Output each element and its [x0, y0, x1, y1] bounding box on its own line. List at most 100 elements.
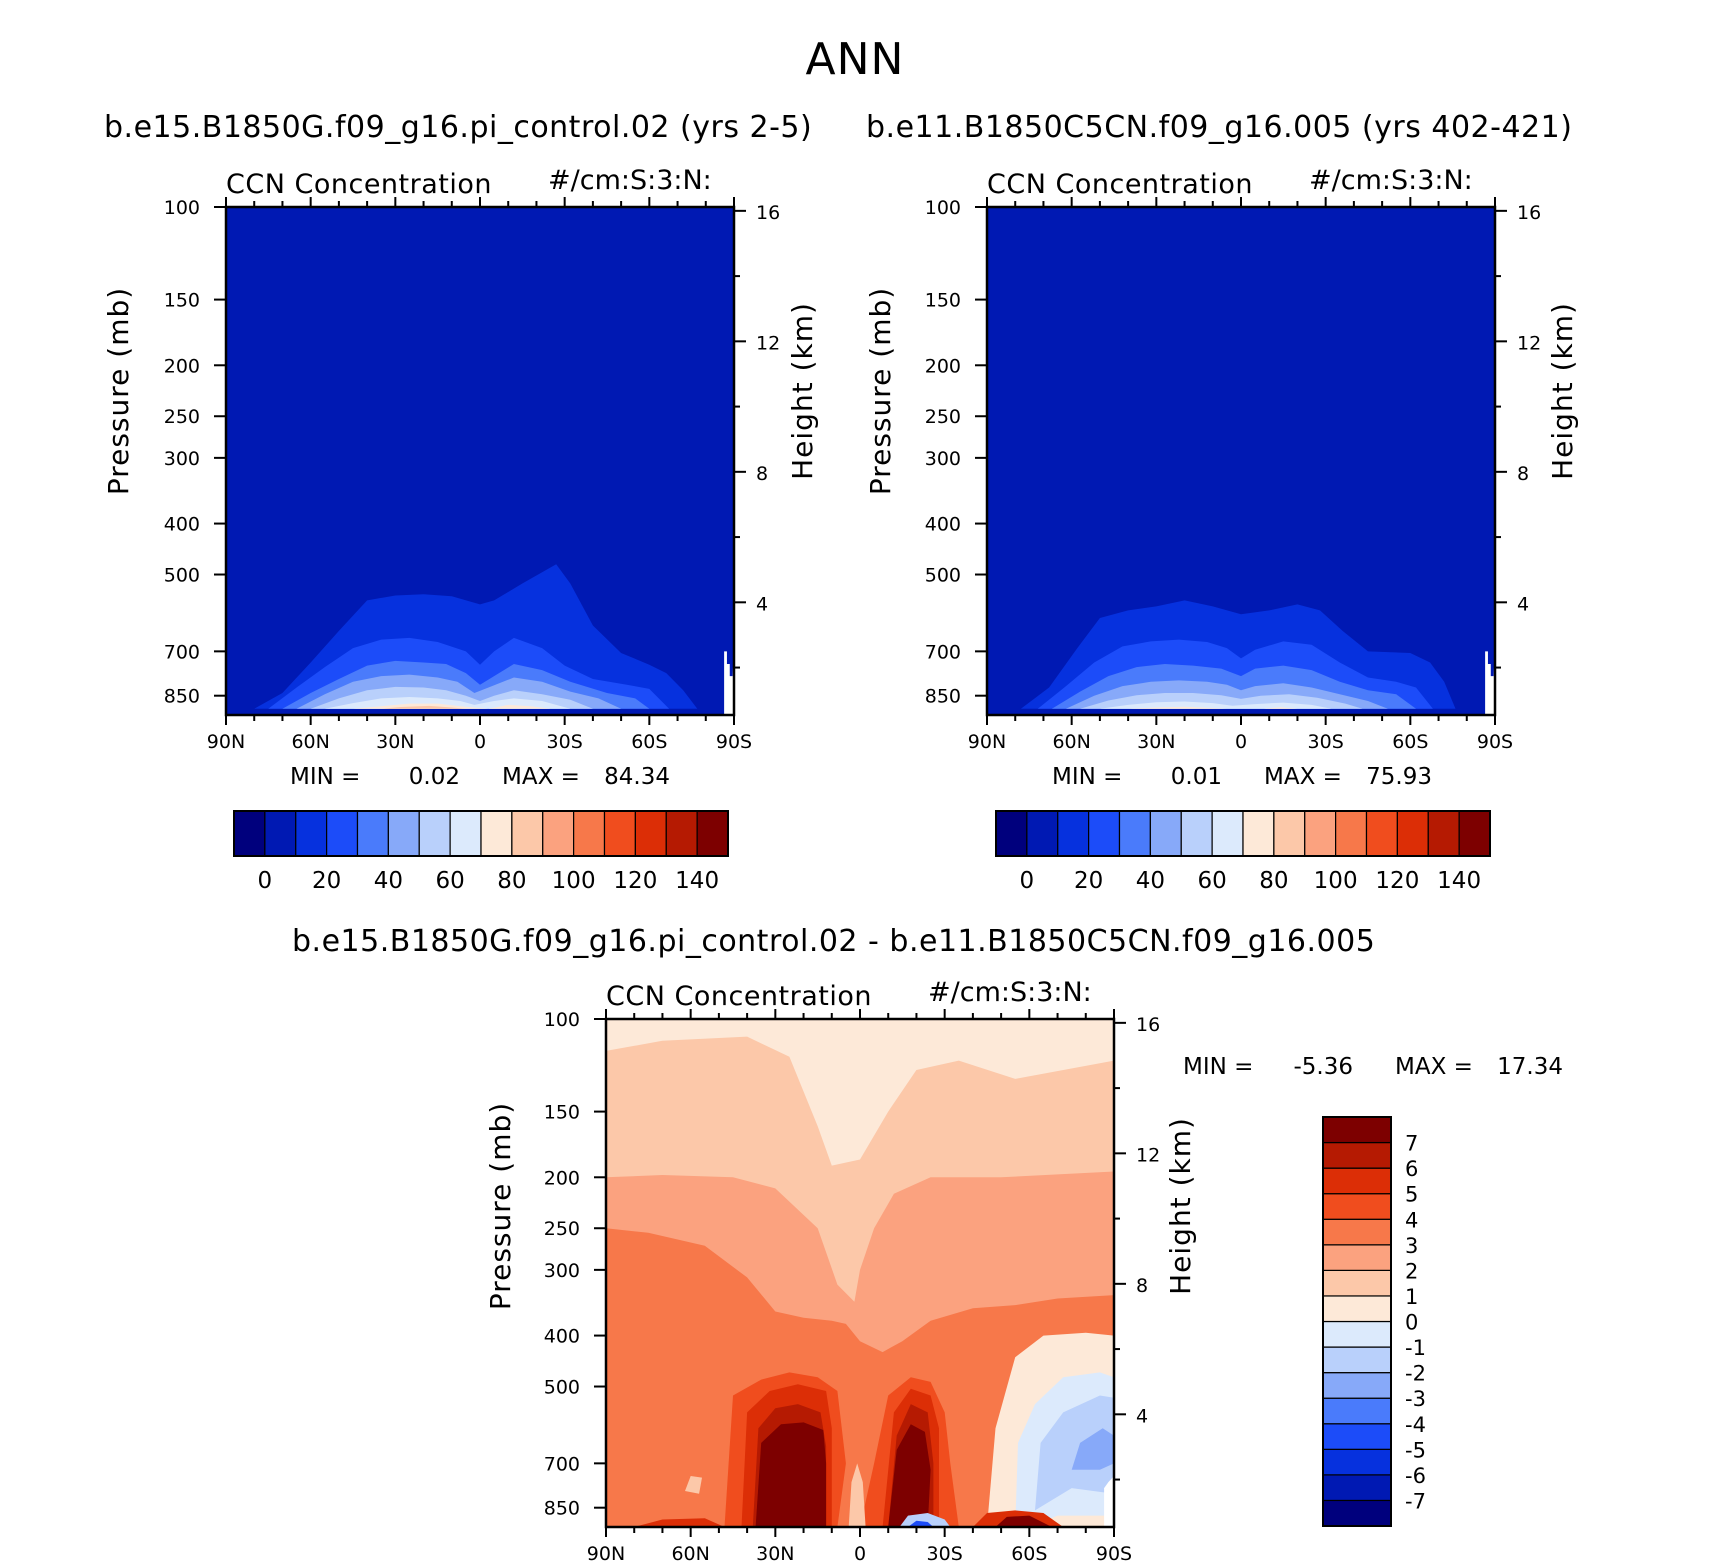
y-tick-label: 700 — [164, 641, 200, 663]
y-tick-label: 850 — [164, 686, 200, 708]
height-tick-label: 8 — [1517, 463, 1529, 485]
colorbar-box — [1211, 810, 1244, 857]
colorbar-box — [634, 810, 667, 857]
colorbar-box — [1149, 810, 1182, 857]
contour-fill-level — [685, 1476, 702, 1494]
y-tick-label: 400 — [164, 514, 200, 536]
missing-data-mask — [1104, 1476, 1114, 1527]
colorbar-box — [1322, 1295, 1392, 1323]
contour-fill-negative — [1035, 1395, 1114, 1511]
colorbar-box — [665, 810, 698, 857]
x-tick-label: 90S — [1477, 731, 1513, 753]
colorbar-label: -7 — [1405, 1489, 1426, 1513]
colorbar-box — [1322, 1320, 1392, 1348]
height-tick-label: 16 — [1517, 202, 1541, 224]
x-tick-label: 60S — [631, 731, 667, 753]
colorbar-box — [264, 810, 297, 857]
height-tick-label: 12 — [1136, 1144, 1160, 1166]
contour-fill-level — [888, 1424, 931, 1527]
colorbar-label: 2 — [1405, 1259, 1418, 1283]
max-label: MAX = — [1395, 1054, 1473, 1080]
x-tick-label: 90S — [1096, 1543, 1132, 1565]
height-tick-label: 8 — [1136, 1275, 1148, 1297]
x-tick-label: 30N — [756, 1543, 794, 1565]
y-tick-label: 150 — [164, 290, 200, 312]
x-tick-label: 90N — [968, 731, 1006, 753]
colorbar-label: 60 — [435, 868, 464, 894]
colorbar-label: 0 — [1020, 868, 1035, 894]
panel-2: 90N 60N 30N 0 30S 60S 90S 100 150 200 250 300 400 500… — [864, 165, 1579, 753]
max-label: MAX = — [1264, 764, 1342, 790]
minmax-1: MIN = 0.02 MAX = 84.34 — [290, 764, 670, 790]
panel-3: 90N 60N 30N 0 30S 60S 90S 100 150 200 250 300 400 500… — [484, 977, 1197, 1565]
x-tick-label: 60N — [1052, 731, 1090, 753]
colorbar-box — [1322, 1116, 1392, 1144]
colorbar-box — [1088, 810, 1121, 857]
colorbar-label: 80 — [497, 868, 526, 894]
y-tick-label: 150 — [544, 1102, 580, 1124]
contour-fill-level — [226, 697, 734, 709]
colorbar-frame — [1322, 1116, 1392, 1527]
panel1-title: b.e15.B1850G.f09_g16.pi_control.02 (yrs … — [104, 110, 813, 145]
min-value: -5.36 — [1293, 1054, 1353, 1080]
y-tick-label: 300 — [544, 1260, 580, 1282]
colorbar-label: -4 — [1405, 1413, 1426, 1437]
minmax-3: MIN = -5.36 MAX = 17.34 — [1183, 1054, 1563, 1080]
height-axis-label: Height (km) — [1546, 302, 1579, 480]
diff-title: b.e15.B1850G.f09_g16.pi_control.02 - b.e… — [292, 924, 1376, 959]
colorbar-box — [295, 810, 328, 857]
min-value: 0.02 — [409, 764, 460, 790]
height-tick-label: 16 — [756, 202, 780, 224]
contour-fill-level — [987, 693, 1495, 709]
x-tick-label: 30N — [376, 731, 414, 753]
y-tick-label: 300 — [164, 448, 200, 470]
colorbar-box — [1273, 810, 1306, 857]
x-tick-label: 30S — [1308, 731, 1344, 753]
colorbar-box — [1322, 1193, 1392, 1220]
colorbar-box — [995, 810, 1028, 857]
colorbar-box — [1458, 810, 1491, 857]
colorbar-box — [603, 810, 636, 857]
colorbar-box — [1322, 1218, 1392, 1246]
contour-fill-level — [995, 1515, 1052, 1527]
colorbar-label: 100 — [552, 868, 596, 894]
x-tick-label: 0 — [854, 1543, 866, 1565]
colorbar-frame — [233, 810, 729, 857]
contour-fill-1 — [226, 207, 734, 715]
colorbar-box — [1322, 1346, 1392, 1374]
y-tick-label: 300 — [925, 448, 961, 470]
colorbar-box — [449, 810, 482, 857]
min-label: MIN = — [1052, 764, 1122, 790]
x-tick-label: 60S — [1011, 1543, 1047, 1565]
units-label: #/cm:S:3:N: — [1309, 165, 1473, 196]
colorbar-box — [418, 810, 451, 857]
colorbar-box — [1396, 810, 1429, 857]
colorbar-box — [1322, 1269, 1392, 1297]
height-tick-label: 16 — [1136, 1014, 1160, 1036]
colorbar-label: 7 — [1405, 1132, 1418, 1156]
colorbar-box — [1322, 1423, 1392, 1450]
figure-title: ANN — [805, 34, 905, 85]
colorbar-label: 80 — [1259, 868, 1288, 894]
y-tick-label: 500 — [925, 565, 961, 587]
height-axis-label: Height (km) — [1164, 1117, 1197, 1295]
colorbar-box — [387, 810, 420, 857]
x-tick-label: 90S — [716, 731, 752, 753]
x-tick-label: 30N — [1137, 731, 1175, 753]
y-tick-label: 700 — [544, 1453, 580, 1475]
missing-data-mask — [1485, 644, 1495, 715]
colorbar-box — [1322, 1499, 1392, 1527]
minmax-2: MIN = 0.01 MAX = 75.93 — [1052, 764, 1432, 790]
contour-fill-level — [848, 1463, 866, 1527]
x-tick-label: 60N — [671, 1543, 709, 1565]
max-value: 75.93 — [1366, 764, 1432, 790]
y-tick-label: 500 — [164, 565, 200, 587]
height-tick-label: 12 — [1517, 332, 1541, 354]
colorbar-box — [1322, 1397, 1392, 1425]
y-tick-label: 500 — [544, 1377, 580, 1399]
height-tick-label: 4 — [1136, 1405, 1148, 1427]
height-tick-label: 12 — [756, 332, 780, 354]
colorbar-box — [1242, 810, 1275, 857]
